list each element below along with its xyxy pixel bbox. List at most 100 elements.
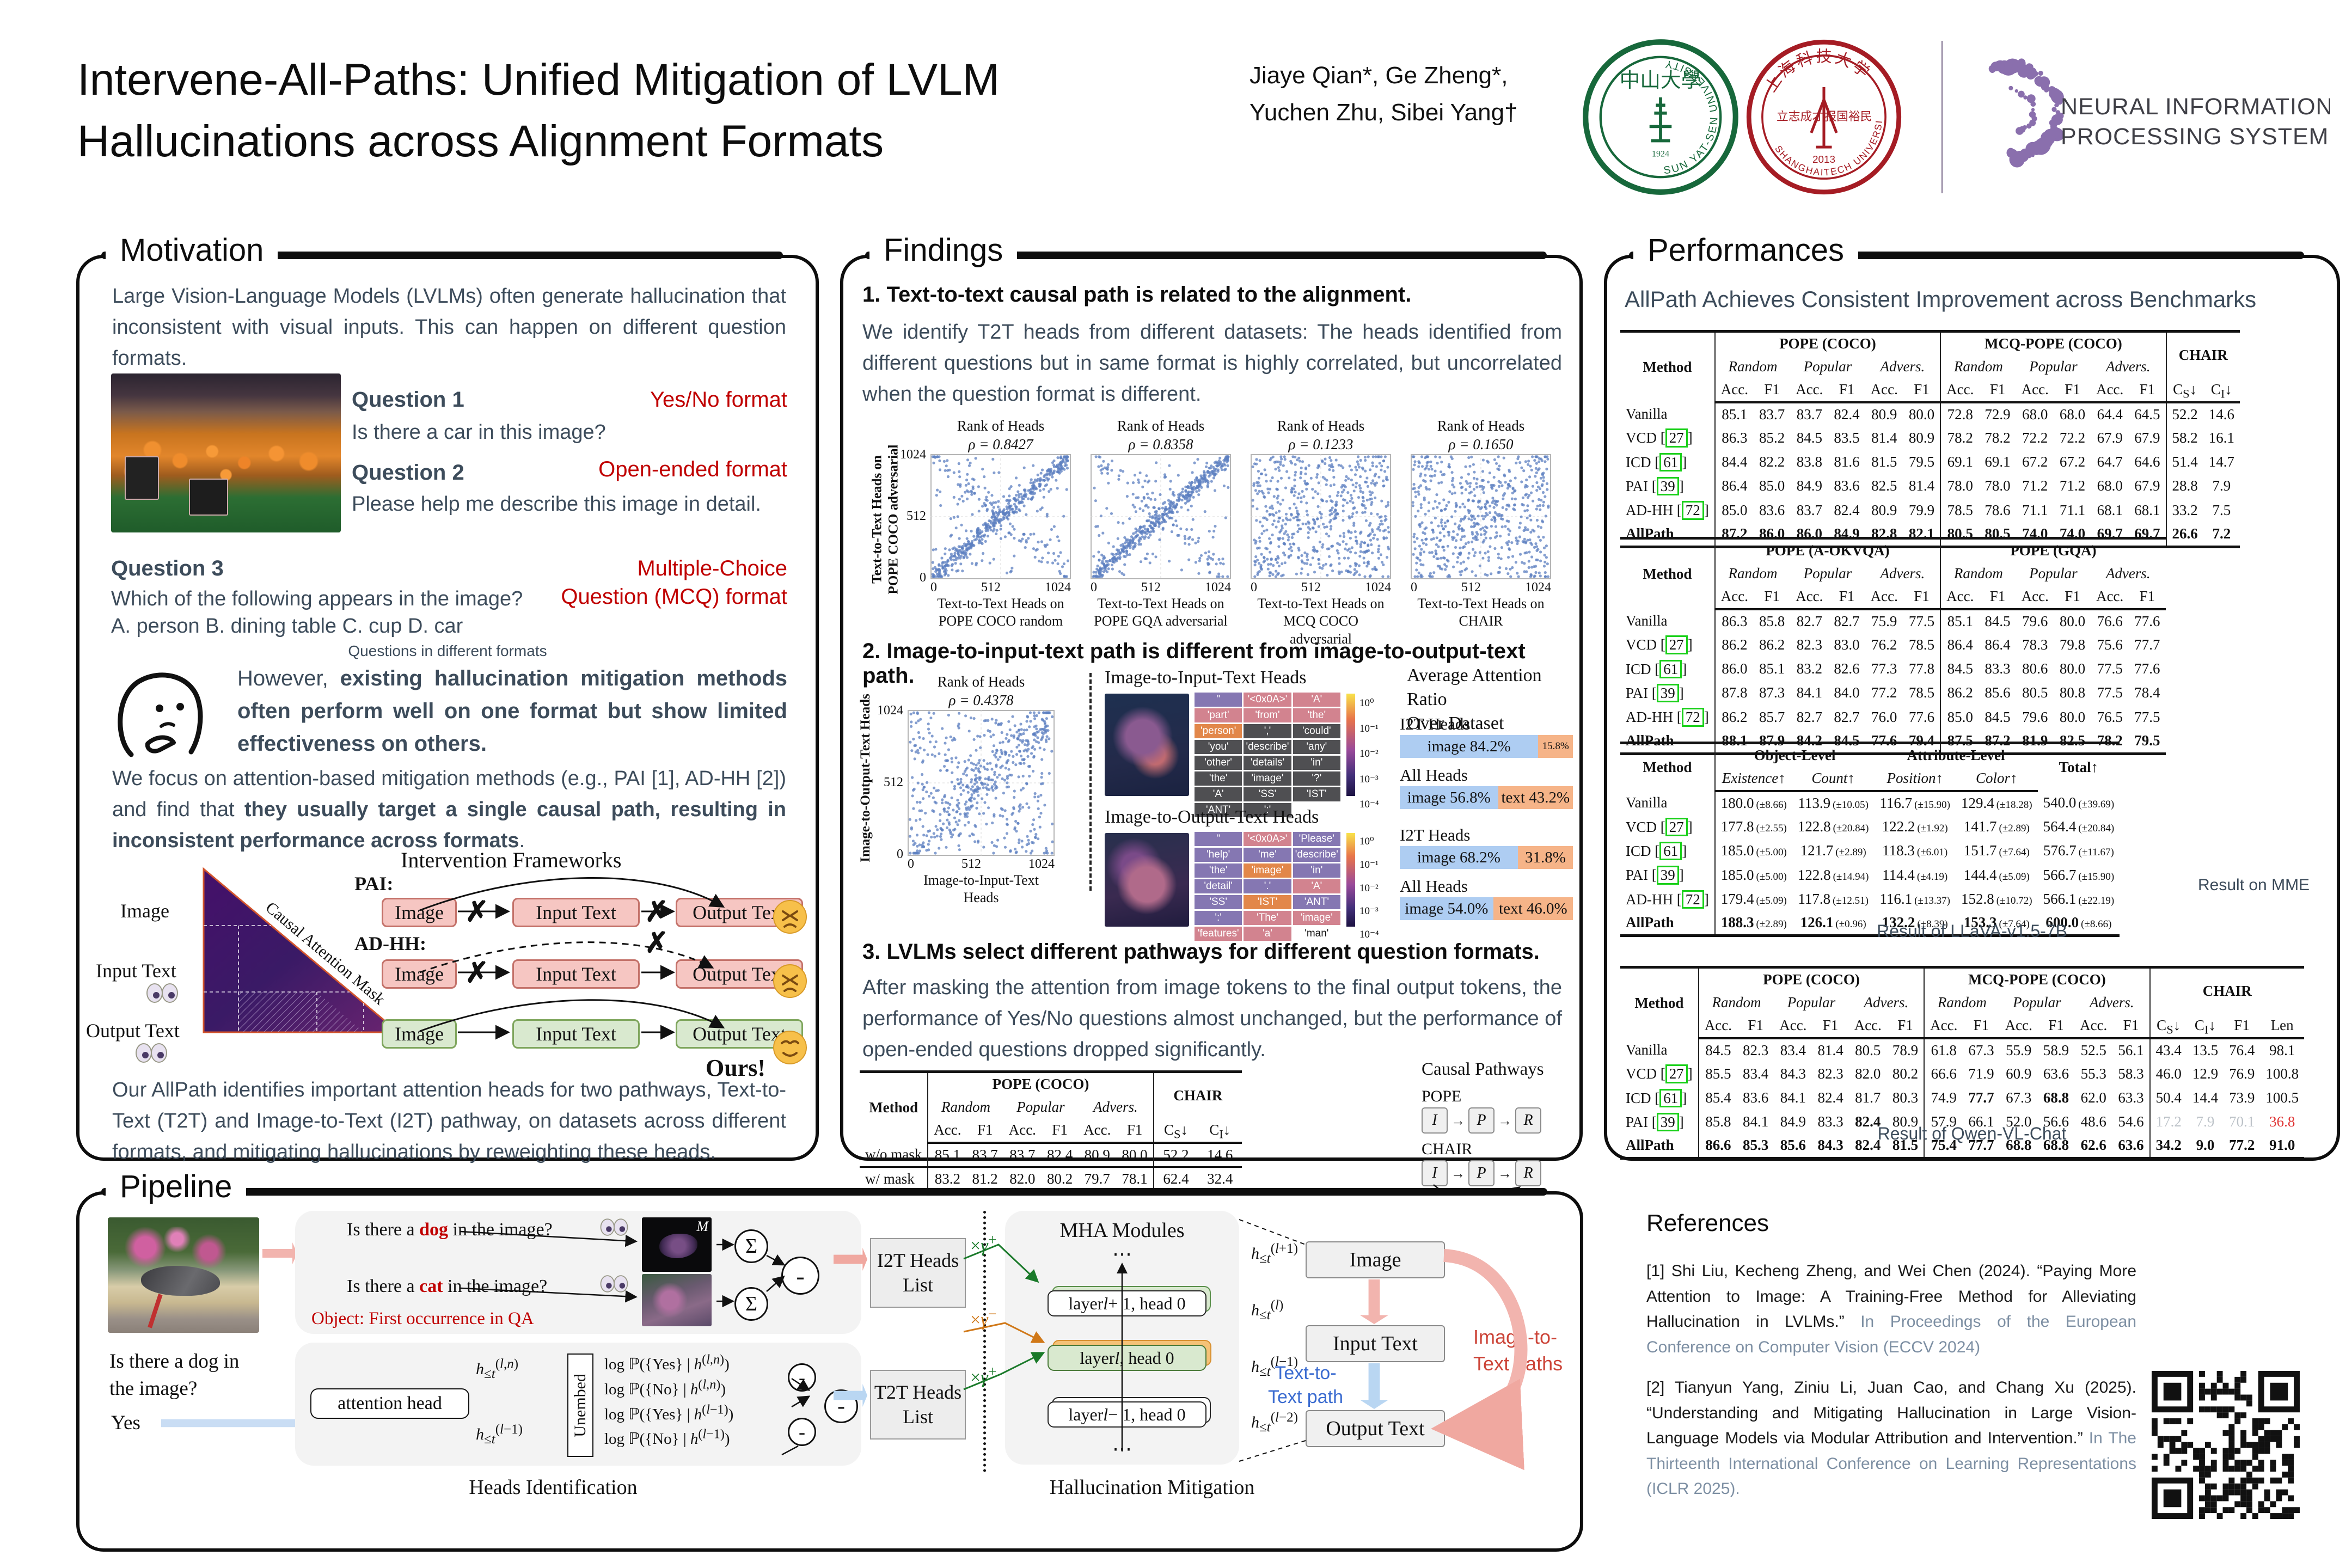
finding1-text: We identify T2T heads from different dat…	[862, 321, 1562, 406]
table-row: AllPath 188.3 (±2.89) 126.1 (±0.96) 132.2 (±8.…	[1620, 911, 2120, 936]
table-cell: 87.5	[1940, 729, 1980, 754]
table-cell: 84.3	[1780, 1065, 1806, 1082]
table-cell: 80.2	[1892, 1065, 1919, 1082]
token-cell: '.'	[1244, 879, 1291, 893]
table-row: PAI [39] 86.4 85.0 84.9 83.6 82.5 81.4 78.0 78.0…	[1620, 474, 2240, 499]
table-cell: 80.5	[2022, 684, 2048, 701]
table-cell: 77.5	[2097, 684, 2123, 701]
table-cell: 71.1	[2022, 501, 2048, 518]
table-cell: 26.6	[2165, 522, 2203, 547]
table-cell: 80.0	[1908, 406, 1935, 422]
table-header-cell: Count↑	[1792, 767, 1875, 792]
adhh-output-box: Output Text	[676, 959, 803, 989]
unembed-box: Unembed	[567, 1353, 593, 1457]
token-cell: 'the'	[1293, 708, 1340, 722]
x-axis-label: Text-to-Text Heads on CHAIR	[1417, 595, 1545, 629]
token-cell: 'image'	[1244, 771, 1291, 786]
table-cell: 85.2	[1759, 429, 1785, 446]
table-cell: 80.5	[1855, 1042, 1881, 1058]
q3-label: Question 3	[111, 556, 224, 580]
q1-format: Yes/No format	[650, 388, 787, 412]
table-cell: 52.2	[2165, 402, 2203, 426]
table-cell: 67.9	[2134, 477, 2160, 494]
svg-text:✗: ✗	[465, 957, 489, 989]
table-cell: 76.4	[2229, 1042, 2255, 1058]
table-cell: 77.2	[1871, 684, 1897, 701]
svg-text:中山大學: 中山大學	[1620, 69, 1702, 92]
table-cell: 63.6	[2043, 1065, 2069, 1082]
table-cell: 80.0	[2059, 660, 2086, 677]
questions-caption: Questions in different formats	[348, 642, 547, 659]
method-cell: VCD [27]	[1620, 426, 1715, 450]
finding3-text: After masking the attention from image t…	[862, 976, 1562, 1061]
table-header-cell: Advers.	[2105, 358, 2151, 375]
ratio1-i2t-label: I2T Heads	[1400, 714, 1471, 733]
table-cell: 69.1	[1984, 454, 2011, 470]
attention-ratio-bar: image 54.0% text 46.0%	[1400, 897, 1573, 920]
table-row: Vanilla 85.1 83.7 83.7 82.4 80.9 80.0 72.8 72.9 6…	[1620, 402, 2240, 426]
token-cell: 'A'	[1293, 693, 1340, 707]
table-cell: 83.6	[1742, 1089, 1769, 1106]
table-cell: 71.2	[2059, 477, 2086, 494]
table-row: AD-HH [72] 179.4 (±5.09) 117.8 (±12.51) 116.1…	[1620, 887, 2120, 911]
market-sign-2	[189, 478, 228, 516]
table-header-cell: Color↑	[1956, 767, 2038, 792]
table-header-cell: F1	[1737, 1014, 1774, 1039]
method-cell: AD-HH [72]	[1620, 498, 1715, 522]
table-cell: 12.9	[2192, 1065, 2219, 1082]
table-cell: 84.1	[1796, 684, 1822, 701]
table-row: Vanilla 84.5 82.3 83.4 81.4 80.5 78.9 61.8 67.3 5…	[1620, 1038, 2304, 1062]
attention-ratio-bar: image 56.8% text 43.2%	[1400, 786, 1573, 809]
table-cell: 85.6	[1984, 684, 2011, 701]
neurips-logo: NEURAL INFORMATION PROCESSING SYSTEMS	[1960, 33, 2344, 204]
table-cell: 79.8	[2059, 636, 2086, 653]
method-cell: Vanilla	[1626, 405, 1668, 422]
logo-divider	[1941, 41, 1943, 193]
layer-l-card: layer l, head 0	[1048, 1345, 1206, 1371]
table-cell: 80.2	[1041, 1166, 1079, 1191]
object-note: Object: First occurrence in QA	[311, 1309, 534, 1328]
table-cell: 34.2	[2149, 1134, 2187, 1159]
table-cell: 78.1	[1116, 1166, 1154, 1191]
table-cell: 81.7	[1855, 1089, 1881, 1106]
table-header-cell: Acc.	[927, 1118, 967, 1144]
table-cell: 85.7	[1759, 708, 1785, 725]
svg-text:报国裕民: 报国裕民	[1824, 110, 1872, 123]
token-cell: 'describe'	[1244, 740, 1291, 754]
token-cell: '<0x0A>'	[1244, 693, 1291, 707]
table-header-cell: Advers.	[2089, 994, 2134, 1010]
dog-shape	[141, 1266, 220, 1296]
table-cell: 600.0 (±8.66)	[2045, 914, 2112, 930]
table-cell: 86.2	[1759, 636, 1785, 653]
table-cell: 84.1	[1742, 1113, 1769, 1130]
market-photo	[111, 373, 341, 532]
scatter-plot-pope-gqa-adversarial: Rank of Heads ρ = 0.8358 0 512 1024 Text-to-T…	[1091, 417, 1231, 648]
table-cell: 58.9	[2043, 1042, 2069, 1058]
table-cell: 86.4	[1714, 474, 1754, 499]
scatter-title: Rank of Heads ρ = 0.4378	[937, 673, 1025, 708]
motivation-para1: Large Vision-Language Models (LVLMs) oft…	[112, 285, 786, 370]
table-header-cell: F1	[1903, 378, 1941, 403]
table-cell: 153.3 (±7.64)	[1963, 914, 2030, 930]
table-cell: 80.8	[2059, 684, 2086, 701]
table-cell: 82.0	[1003, 1166, 1042, 1191]
method-cell: PAI [39]	[1620, 1110, 1699, 1134]
flow-input-box: Input Text	[1306, 1325, 1445, 1362]
pai-input-box: Input Text	[512, 898, 640, 927]
table-cell: 122.8 (±14.94)	[1797, 866, 1869, 883]
ratio2-all-bar: image 54.0% text 46.0%	[1400, 897, 1573, 920]
table-header-cell: POPE (COCO)	[1714, 331, 1941, 356]
shanghaitech-seal-icon: 上海科技大学 SHANGHAITECH UNIVERSITY 立志成才 报国裕民…	[1741, 29, 1902, 195]
table-header-cell: F1	[1041, 1118, 1079, 1144]
table-cell: 60.9	[2006, 1065, 2032, 1082]
table-cell: 17.2	[2149, 1110, 2187, 1135]
table-header-cell: Advers.	[1880, 358, 1925, 375]
table-cell: 576.7 (±11.67)	[2043, 842, 2114, 859]
image-ratio-segment: image 68.2%	[1400, 846, 1518, 869]
shanghaitech-logo: 上海科技大学 SHANGHAITECH UNIVERSITY 立志成才 报国裕民…	[1741, 29, 1903, 199]
ratio-title: Average Attention Ratio Over Dataset	[1407, 665, 1542, 734]
scatter-row: Rank of Heads ρ = 0.8427 1024 512 0 0 512 1024 T…	[900, 417, 1573, 648]
table-cell: 83.4	[1742, 1065, 1769, 1082]
scatter-plot-area	[1091, 454, 1231, 579]
table-header-cell: Acc.	[1999, 1014, 2038, 1039]
